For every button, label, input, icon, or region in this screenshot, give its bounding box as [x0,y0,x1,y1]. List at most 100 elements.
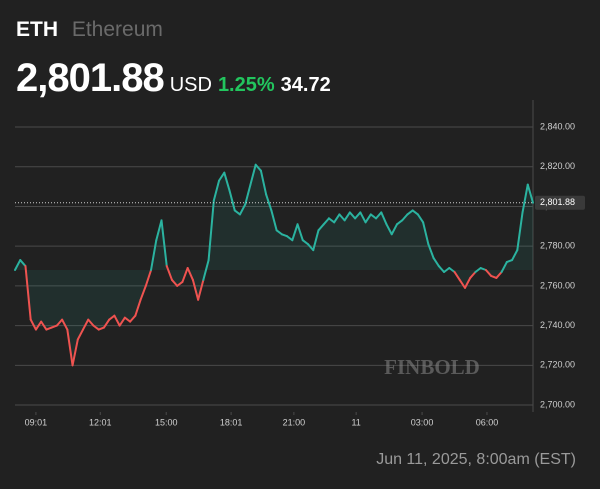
x-tick-label: 21:00 [283,417,306,427]
line-segment [526,183,534,204]
line-segment [275,229,283,236]
line-segment [186,267,194,281]
line-segment [511,249,519,262]
line-segment [474,267,482,273]
line-segment [338,213,346,222]
line-segment [55,318,64,327]
line-segment [390,223,398,236]
line-segment [416,213,425,224]
line-segment [427,243,435,260]
line-segment [364,213,372,224]
line-segment [317,223,325,232]
line-segment [521,183,529,214]
line-segment [453,270,461,281]
line-segment [380,211,388,226]
y-tick-label: 2,720.00 [540,360,575,370]
x-tick-label: 11 [351,417,360,427]
x-tick-label: 12:01 [89,417,112,427]
line-segment [401,213,409,222]
line-segment [233,209,241,216]
line-segment [118,316,126,327]
watermark: FINBOLD [384,355,480,379]
line-segment [437,265,446,273]
line-segment [500,261,508,273]
line-segment [406,209,414,216]
line-segment [385,223,393,236]
line-segment [160,219,168,268]
line-segment [348,211,357,220]
line-segment [228,189,236,212]
line-segment [343,211,351,222]
line-segment [102,318,111,329]
line-segment [286,235,294,242]
line-segment [448,267,456,273]
y-tick-label: 2,820.00 [540,161,575,171]
line-segment [34,320,43,331]
line-segment [265,193,273,212]
line-segment [71,338,79,367]
line-segment [144,269,153,287]
line-segment [113,314,121,327]
change-percent: 1.25% [217,74,275,96]
line-segment [359,211,367,224]
line-segment [411,209,419,216]
symbol: ETH [16,18,58,41]
line-segment [170,278,179,287]
line-segment [312,229,320,252]
line-segment [422,221,430,246]
asset-name: Ethereum [71,18,163,41]
line-segment [165,265,173,281]
line-segment [176,280,184,287]
line-segment [375,211,383,220]
x-tick-label: 09:01 [25,417,48,427]
line-segment [40,320,48,331]
line-segment [333,213,341,224]
line-segment [150,239,158,272]
line-segment [139,284,147,301]
line-segment [516,211,524,252]
line-segment [202,259,210,281]
line-segment [92,324,100,331]
line-segment [223,171,231,192]
line-segment [369,213,378,220]
line-segment [66,328,74,367]
line-segment [327,217,336,224]
line-segment [495,270,503,279]
line-segment [155,219,163,242]
line-segment [218,171,226,182]
line-segment [395,219,404,226]
line-segment [244,183,252,206]
price: 2,801.88 [16,56,165,100]
y-tick-label: 2,840.00 [540,121,575,131]
timestamp: Jun 11, 2025, 8:00am (EST) [376,451,576,468]
line-segment [207,199,215,262]
line-segment [197,278,205,301]
line-segment [134,298,142,317]
change: 34.72 [280,74,331,96]
line-segment [14,259,22,272]
area [15,164,533,366]
y-tick-label: 2,760.00 [540,280,575,290]
line-segment [301,239,310,246]
x-tick-label: 18:01 [220,417,243,427]
y-tick-label: 2,700.00 [540,399,575,409]
line-segment [443,267,451,273]
line-segment [254,163,262,172]
line-segment [129,314,137,323]
line-segment [19,259,27,268]
line-segment [259,169,268,196]
currency: USD [169,74,212,96]
line-segment [24,265,32,321]
line-segment [61,318,69,331]
line-segment [181,267,189,283]
line-segment [270,209,278,232]
line-segment [484,269,493,277]
line-segment [191,278,200,301]
line-segment [291,223,299,242]
line-segment [82,318,90,331]
line-segment [76,328,85,341]
line-segment [238,203,247,216]
last-price-label: 2,801.88 [540,197,575,207]
price-row: 2,801.88 USD 1.25% 34.72 [16,56,331,101]
